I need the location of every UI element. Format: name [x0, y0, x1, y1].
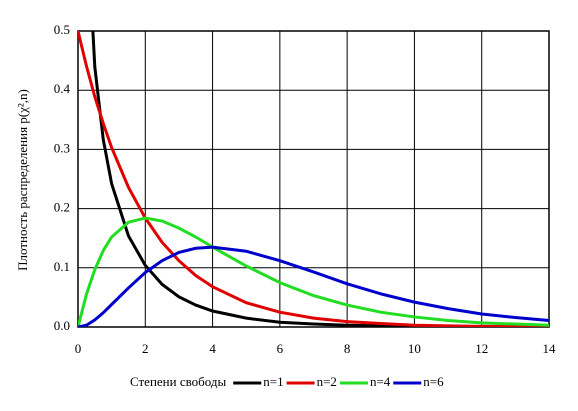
y-tick-label: 0.5: [54, 22, 70, 37]
series-line: [91, 31, 549, 327]
x-tick-label: 6: [277, 341, 284, 356]
plot-frame: [77, 30, 550, 328]
x-tick-label: 0: [75, 341, 82, 356]
legend-label: n=6: [423, 374, 444, 389]
y-axis-label: Плотность распределения p(χ²,n): [15, 89, 30, 271]
series-line: [78, 245, 549, 327]
x-tick-label: 14: [543, 341, 557, 356]
legend-label: n=2: [317, 374, 337, 389]
y-tick-label: 0.2: [54, 200, 70, 215]
series-line: [78, 31, 549, 327]
y-tick-label: 0.3: [54, 140, 70, 155]
x-tick-label: 4: [209, 341, 216, 356]
x-axis-label: Степени свободы: [130, 374, 227, 389]
legend-label: n=4: [370, 374, 391, 389]
legend-label: n=1: [263, 374, 283, 389]
x-tick-label: 8: [344, 341, 351, 356]
x-tick-label: 12: [475, 341, 488, 356]
y-tick-label: 0.0: [54, 318, 70, 333]
x-tick-label: 10: [408, 341, 421, 356]
y-tick-label: 0.1: [54, 259, 70, 274]
y-tick-label: 0.4: [54, 81, 71, 96]
x-tick-label: 2: [142, 341, 149, 356]
